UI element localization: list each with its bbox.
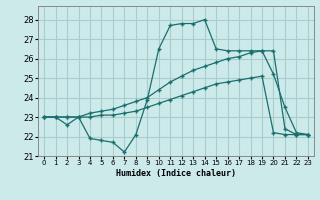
X-axis label: Humidex (Indice chaleur): Humidex (Indice chaleur) [116, 169, 236, 178]
